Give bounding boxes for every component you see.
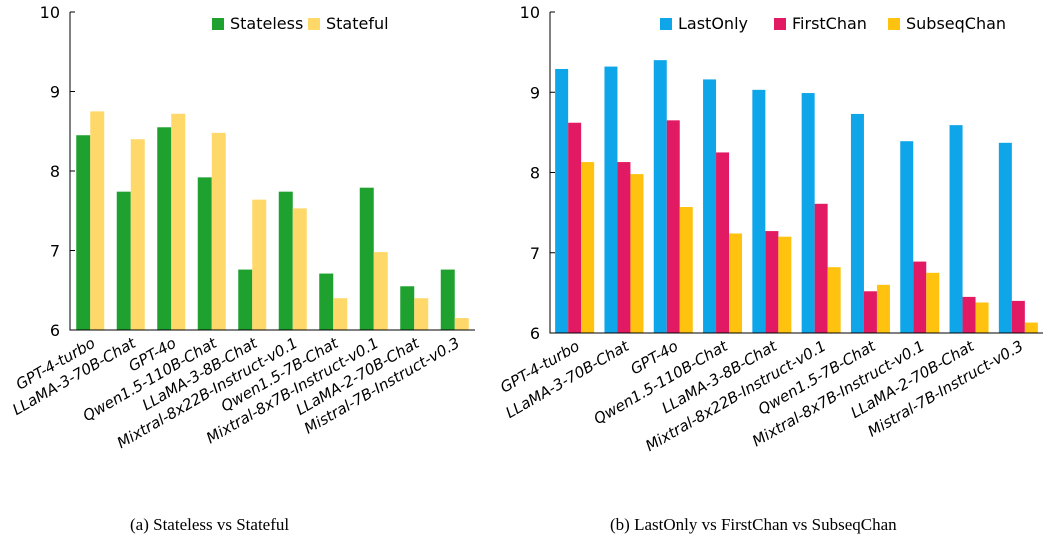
legend-label-subseqchan: SubseqChan bbox=[906, 14, 1006, 33]
bar-lastonly-4 bbox=[703, 79, 717, 333]
bar-stateful-7 bbox=[333, 298, 348, 330]
bar-stateful-6 bbox=[292, 208, 307, 330]
bar-stateless-4 bbox=[197, 177, 212, 330]
bar-stateless-2 bbox=[116, 191, 131, 330]
chart-2: 678910GPT-4-turboLLaMA-3-70B-ChatGPT-4oQ… bbox=[497, 3, 1043, 455]
legend-label-stateless: Stateless bbox=[230, 14, 303, 33]
bar-lastonly-7 bbox=[850, 113, 864, 333]
bar-lastonly-1 bbox=[555, 68, 569, 333]
legend-swatch-subseqchan bbox=[888, 18, 900, 30]
bar-subseqchan-10 bbox=[1024, 322, 1038, 333]
bar-lastonly-5 bbox=[752, 89, 766, 333]
y-tick-label: 8 bbox=[530, 164, 540, 183]
y-tick-label: 8 bbox=[50, 162, 60, 181]
legend-label-firstchan: FirstChan bbox=[792, 14, 867, 33]
legend-label-lastonly: LastOnly bbox=[678, 14, 748, 33]
bar-lastonly-6 bbox=[801, 93, 815, 334]
bar-subseqchan-6 bbox=[827, 267, 841, 333]
bar-stateless-3 bbox=[157, 127, 172, 331]
bar-firstchan-2 bbox=[617, 162, 631, 333]
bar-subseqchan-7 bbox=[876, 284, 890, 333]
bar-stateless-5 bbox=[238, 269, 253, 330]
bar-stateless-8 bbox=[359, 187, 374, 330]
y-tick-label: 9 bbox=[530, 83, 540, 102]
y-tick-label: 10 bbox=[40, 3, 60, 22]
bar-firstchan-7 bbox=[863, 291, 877, 333]
bar-subseqchan-8 bbox=[926, 272, 940, 333]
bar-lastonly-9 bbox=[949, 125, 963, 333]
bar-firstchan-9 bbox=[962, 296, 976, 333]
y-tick-label: 7 bbox=[50, 242, 60, 261]
bar-firstchan-1 bbox=[568, 122, 582, 334]
bar-stateful-9 bbox=[414, 298, 429, 330]
bar-firstchan-8 bbox=[913, 261, 927, 333]
bar-firstchan-4 bbox=[716, 152, 730, 333]
legend-swatch-stateful bbox=[308, 18, 320, 30]
bar-stateless-6 bbox=[278, 191, 293, 330]
bar-lastonly-3 bbox=[653, 60, 667, 334]
bar-lastonly-2 bbox=[604, 66, 618, 333]
y-tick-label: 10 bbox=[520, 3, 540, 22]
bar-stateful-10 bbox=[454, 318, 469, 330]
bar-subseqchan-9 bbox=[975, 302, 989, 333]
legend: Stateless Stateful bbox=[212, 14, 389, 33]
legend-swatch-lastonly bbox=[660, 18, 672, 30]
bar-firstchan-5 bbox=[765, 231, 779, 333]
bar-stateful-3 bbox=[171, 113, 186, 330]
bar-stateful-1 bbox=[90, 111, 105, 330]
legend: LastOnly FirstChan SubseqChan bbox=[660, 14, 1006, 33]
bar-subseqchan-4 bbox=[729, 233, 743, 333]
bar-lastonly-10 bbox=[998, 142, 1012, 333]
bar-subseqchan-3 bbox=[679, 207, 693, 333]
bar-stateful-8 bbox=[373, 252, 388, 330]
chart-1: 678910GPT-4-turboLLaMA-3-70B-ChatGPT-4oQ… bbox=[9, 3, 475, 452]
bar-stateless-1 bbox=[76, 135, 91, 330]
y-tick-label: 9 bbox=[50, 83, 60, 102]
caption-right: (b) LastOnly vs FirstChan vs SubseqChan bbox=[610, 515, 897, 534]
bar-stateful-4 bbox=[211, 132, 226, 330]
bar-subseqchan-5 bbox=[778, 236, 792, 333]
bar-firstchan-3 bbox=[666, 120, 680, 334]
bar-stateless-7 bbox=[319, 273, 334, 330]
y-tick-label: 7 bbox=[530, 244, 540, 263]
caption-left: (a) Stateless vs Stateful bbox=[130, 515, 290, 534]
bar-stateless-10 bbox=[440, 269, 455, 330]
y-tick-label: 6 bbox=[50, 321, 60, 340]
legend-swatch-firstchan bbox=[774, 18, 786, 30]
bar-firstchan-6 bbox=[814, 203, 828, 333]
bar-stateful-2 bbox=[130, 139, 145, 330]
bar-lastonly-8 bbox=[900, 141, 914, 333]
legend-swatch-stateless bbox=[212, 18, 224, 30]
bar-stateless-9 bbox=[400, 286, 415, 330]
legend-label-stateful: Stateful bbox=[326, 14, 389, 33]
bar-stateful-5 bbox=[252, 199, 267, 330]
bar-subseqchan-1 bbox=[581, 162, 595, 333]
y-tick-label: 6 bbox=[530, 324, 540, 343]
bar-firstchan-10 bbox=[1011, 300, 1025, 333]
bar-subseqchan-2 bbox=[630, 174, 644, 333]
